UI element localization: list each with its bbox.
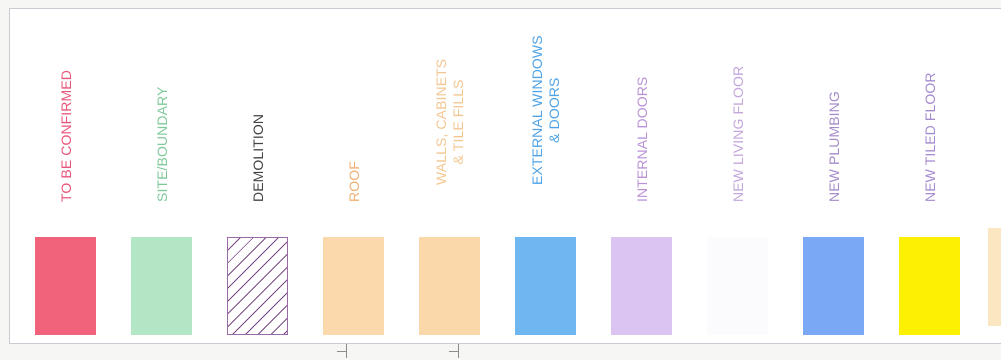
cut-off-swatch bbox=[988, 228, 1001, 326]
legend-label: EXTERNAL WINDOWS & DOORS bbox=[529, 35, 562, 185]
legend-label: INTERNAL DOORS bbox=[634, 76, 650, 202]
legend-label: NEW LIVING FLOOR bbox=[730, 65, 746, 202]
legend-label: WALLS, CABINETS & TILE FILLS bbox=[433, 58, 466, 185]
legend-item-demolition: DEMOLITION bbox=[210, 9, 306, 345]
legend-item-walls-cabinets-tile-fills: WALLS, CABINETS & TILE FILLS bbox=[402, 9, 498, 345]
legend-swatch bbox=[419, 237, 480, 335]
legend-label: SITE/BOUNDARY bbox=[154, 86, 170, 202]
legend-swatch bbox=[35, 237, 96, 335]
legend-label: DEMOLITION bbox=[250, 113, 266, 202]
legend-swatch bbox=[803, 237, 864, 335]
legend-item-to-be-confirmed: TO BE CONFIRMED bbox=[18, 9, 114, 345]
legend-item-internal-doors: INTERNAL DOORS bbox=[594, 9, 690, 345]
legend-item-site-boundary: SITE/BOUNDARY bbox=[114, 9, 210, 345]
legend-label: ROOF bbox=[346, 161, 362, 202]
legend-item-external-windows-doors: EXTERNAL WINDOWS & DOORS bbox=[498, 9, 594, 345]
tick-mark bbox=[458, 344, 459, 358]
legend-item-new-tiled-floor: NEW TILED FLOOR bbox=[882, 9, 978, 345]
legend-swatch bbox=[323, 237, 384, 335]
legend-swatch bbox=[707, 237, 768, 335]
legend-swatch bbox=[131, 237, 192, 335]
legend-item-new-plumbing: NEW PLUMBING bbox=[786, 9, 882, 345]
tick-mark bbox=[346, 344, 347, 358]
bottom-tick-marks bbox=[0, 344, 1001, 360]
tick-arm bbox=[337, 351, 346, 352]
legend-label: TO BE CONFIRMED bbox=[58, 70, 74, 202]
legend-item-roof: ROOF bbox=[306, 9, 402, 345]
legend-item-new-living-floor: NEW LIVING FLOOR bbox=[690, 9, 786, 345]
legend-swatch bbox=[611, 237, 672, 335]
legend-swatch bbox=[899, 237, 960, 335]
legend-panel: TO BE CONFIRMED SITE/BOUNDARY DEMOLITION… bbox=[9, 8, 1001, 344]
legend-label: NEW TILED FLOOR bbox=[922, 72, 938, 202]
legend-label: NEW PLUMBING bbox=[826, 91, 842, 202]
legend-swatch bbox=[515, 237, 576, 335]
tick-arm bbox=[449, 351, 458, 352]
legend-swatch-hatched bbox=[227, 237, 288, 335]
